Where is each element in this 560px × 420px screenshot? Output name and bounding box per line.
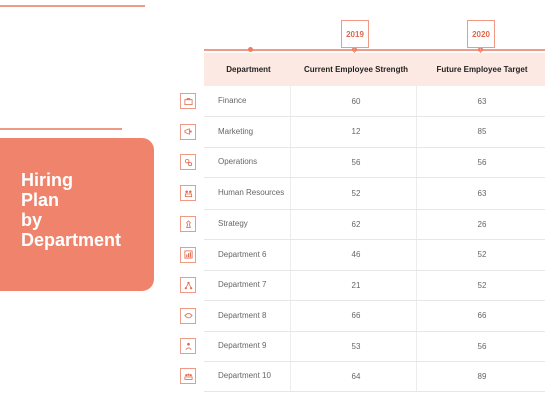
megaphone-icon bbox=[180, 123, 196, 140]
department-name: Department 8 bbox=[218, 310, 267, 320]
department-name: Operations bbox=[218, 157, 258, 166]
team-icon bbox=[180, 338, 196, 354]
table-row: Department 8 66 66 bbox=[204, 300, 545, 332]
top-accent-rule bbox=[0, 5, 145, 7]
table-row: Finance 60 63 bbox=[204, 86, 545, 117]
current-strength-value: 56 bbox=[351, 157, 361, 167]
chess-icon bbox=[180, 216, 196, 232]
year-badge-2020: 2020 bbox=[467, 20, 495, 53]
table-row: Department 9 53 56 bbox=[204, 331, 545, 362]
department-name: Strategy bbox=[218, 219, 248, 228]
department-name: Marketing bbox=[218, 126, 254, 136]
future-target-value: 66 bbox=[477, 311, 487, 320]
column-divider bbox=[416, 86, 417, 391]
current-strength-value: 52 bbox=[351, 188, 361, 198]
future-target-value: 89 bbox=[477, 371, 487, 381]
group-icon bbox=[180, 368, 196, 384]
department-name: Department 10 bbox=[218, 371, 271, 380]
year-badge-2019: 2019 bbox=[341, 20, 369, 53]
future-target-value: 52 bbox=[477, 280, 487, 290]
department-name: Department 9 bbox=[218, 341, 267, 350]
header-future-target: Future Employee Target bbox=[436, 64, 528, 74]
table-row: Department 7 21 52 bbox=[204, 270, 545, 301]
table-row: Marketing 12 85 bbox=[204, 116, 545, 148]
handshake-icon bbox=[180, 307, 196, 324]
current-strength-value: 62 bbox=[351, 219, 361, 229]
table-row: Department 6 46 52 bbox=[204, 239, 545, 271]
people-icon bbox=[180, 185, 196, 201]
chart-icon bbox=[180, 246, 196, 263]
current-strength-value: 46 bbox=[351, 250, 361, 259]
future-target-value: 52 bbox=[477, 250, 487, 259]
title-card: Hiring Plan by Department bbox=[0, 138, 154, 291]
timeline-line bbox=[204, 49, 545, 51]
current-strength-value: 64 bbox=[351, 371, 361, 381]
current-strength-value: 66 bbox=[351, 311, 361, 320]
future-target-value: 63 bbox=[477, 96, 487, 106]
page-title: Hiring Plan by Department bbox=[21, 170, 122, 250]
current-strength-value: 12 bbox=[351, 127, 361, 136]
briefcase-icon bbox=[180, 93, 196, 109]
mid-accent-rule bbox=[0, 128, 122, 130]
timeline-dot-department bbox=[248, 47, 253, 52]
future-target-value: 56 bbox=[477, 157, 487, 167]
header-department: Department bbox=[226, 64, 271, 74]
table-row: Human Resources 52 63 bbox=[204, 177, 545, 210]
future-target-value: 85 bbox=[477, 127, 487, 136]
current-strength-value: 53 bbox=[351, 341, 361, 351]
table-header: Department Current Employee Strength Fut… bbox=[204, 53, 545, 86]
table-row: Operations 56 56 bbox=[204, 147, 545, 178]
department-name: Human Resources bbox=[218, 188, 285, 197]
gears-icon bbox=[180, 154, 196, 170]
future-target-value: 56 bbox=[477, 341, 487, 351]
column-divider bbox=[290, 86, 291, 391]
future-target-value: 26 bbox=[477, 219, 487, 229]
table-row: Department 10 64 89 bbox=[204, 361, 545, 392]
network-icon bbox=[180, 277, 196, 293]
department-name: Department 7 bbox=[218, 280, 267, 289]
department-name: Department 6 bbox=[218, 249, 267, 259]
current-strength-value: 21 bbox=[351, 280, 361, 290]
department-name: Finance bbox=[218, 96, 247, 105]
table-row: Strategy 62 26 bbox=[204, 209, 545, 240]
header-current-strength: Current Employee Strength bbox=[303, 64, 408, 74]
current-strength-value: 60 bbox=[351, 96, 361, 106]
future-target-value: 63 bbox=[477, 188, 487, 198]
